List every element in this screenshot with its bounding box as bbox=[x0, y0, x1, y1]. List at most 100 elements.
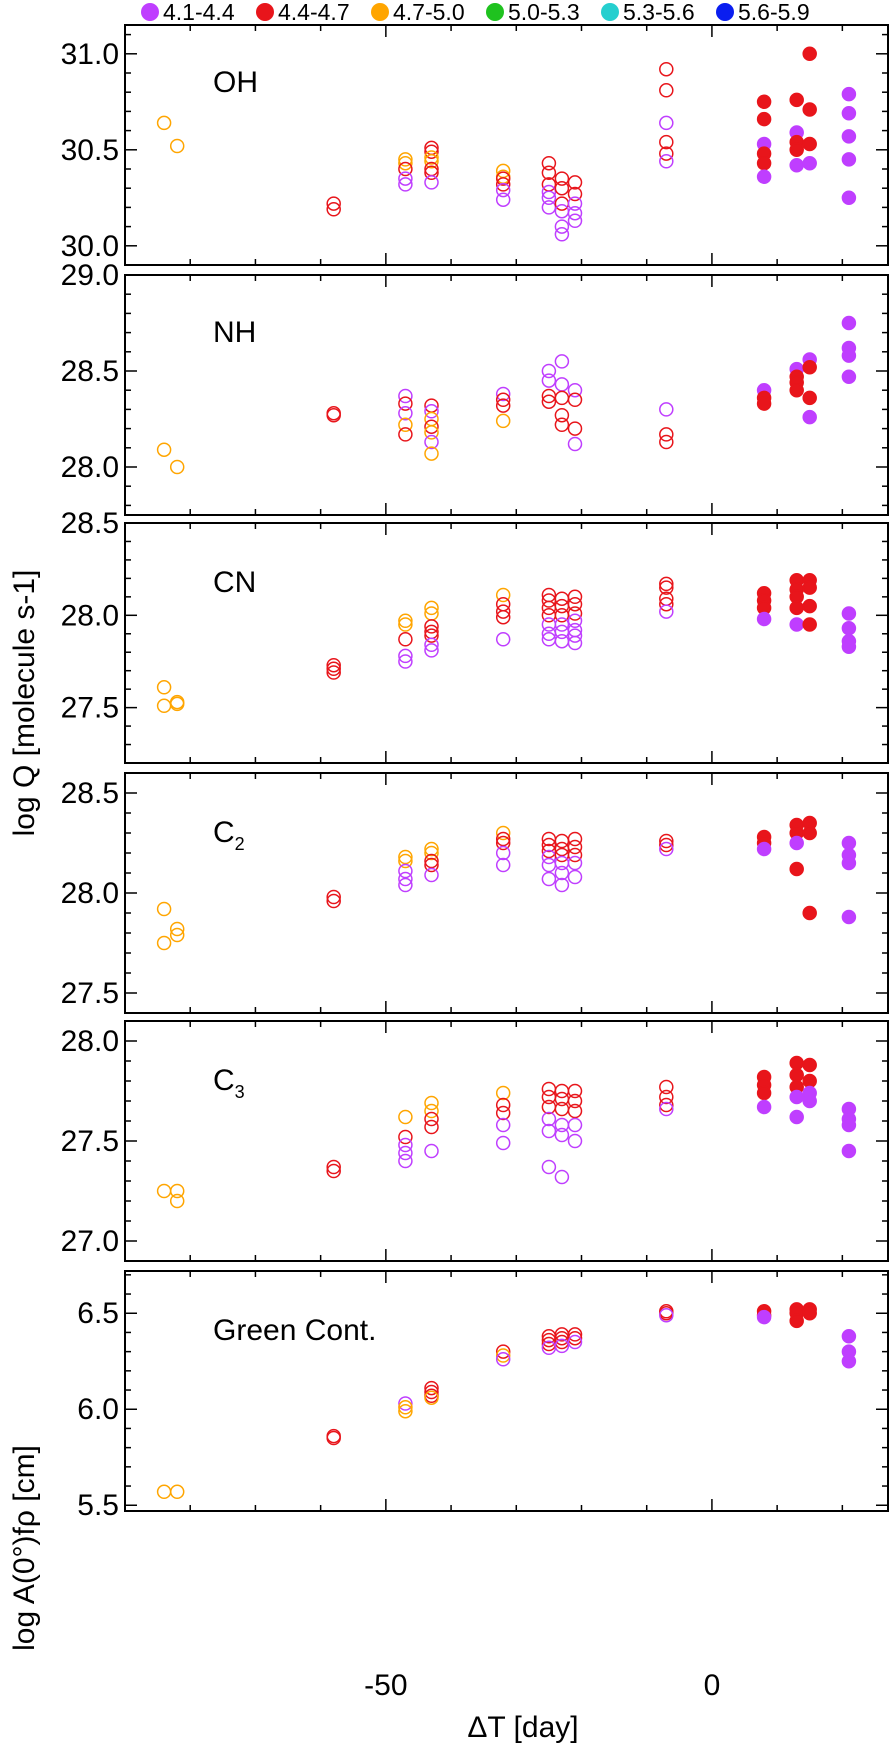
y-tick-label: 28.0 bbox=[61, 1025, 119, 1058]
panel-frame bbox=[124, 522, 889, 764]
data-point bbox=[541, 1099, 557, 1115]
data-point bbox=[567, 382, 583, 398]
data-point bbox=[659, 833, 674, 849]
data-point bbox=[424, 446, 439, 461]
x-axis-label: ΔT [day] bbox=[467, 1711, 578, 1744]
data-point bbox=[541, 871, 557, 887]
data-point bbox=[802, 905, 817, 921]
legend-label-5: 5.6-5.9 bbox=[738, 0, 810, 25]
data-point bbox=[169, 459, 185, 475]
data-point bbox=[541, 190, 557, 206]
data-point bbox=[541, 165, 557, 181]
data-point bbox=[156, 442, 172, 457]
data-point bbox=[789, 157, 804, 173]
data-point bbox=[789, 600, 804, 616]
data-point bbox=[554, 617, 570, 632]
data-point bbox=[398, 648, 413, 664]
data-point bbox=[326, 1159, 341, 1175]
panel-frame bbox=[124, 772, 889, 1014]
data-point bbox=[424, 1103, 439, 1119]
legend-label-3: 5.0-5.3 bbox=[508, 0, 580, 25]
data-point bbox=[789, 861, 804, 877]
y-tick-label: 28.5 bbox=[61, 507, 119, 540]
panel-5: 5.5 6.0 6.5 Green Cont. bbox=[77, 1270, 889, 1522]
data-point bbox=[326, 657, 341, 673]
data-point bbox=[567, 1330, 583, 1346]
data-point bbox=[802, 598, 817, 614]
data-point bbox=[554, 1127, 570, 1143]
data-point bbox=[756, 1309, 772, 1325]
data-point bbox=[789, 1109, 804, 1125]
data-point bbox=[398, 177, 413, 192]
data-point bbox=[789, 1089, 804, 1105]
data-point bbox=[398, 613, 413, 629]
data-point bbox=[424, 643, 439, 658]
data-point bbox=[756, 169, 772, 184]
data-point bbox=[169, 138, 185, 154]
data-point bbox=[841, 1329, 857, 1344]
data-point bbox=[789, 1313, 804, 1329]
data-point bbox=[424, 425, 439, 440]
data-point bbox=[398, 405, 413, 421]
data-point bbox=[326, 407, 341, 423]
data-point bbox=[841, 606, 857, 621]
data-point bbox=[495, 831, 511, 847]
data-point bbox=[567, 421, 583, 436]
data-point bbox=[554, 219, 570, 234]
data-point bbox=[495, 1352, 511, 1367]
x-tick-label: 0 bbox=[704, 1669, 721, 1702]
data-point bbox=[495, 857, 511, 873]
data-point bbox=[802, 617, 817, 632]
data-point bbox=[659, 841, 674, 857]
data-point bbox=[841, 152, 857, 167]
data-point bbox=[659, 402, 674, 417]
data-point bbox=[424, 1380, 439, 1396]
data-point bbox=[567, 606, 583, 621]
data-point bbox=[789, 1067, 804, 1083]
data-point bbox=[398, 1403, 413, 1419]
data-point bbox=[398, 849, 413, 865]
data-point bbox=[802, 1057, 817, 1073]
data-point bbox=[554, 180, 570, 196]
data-point bbox=[659, 61, 674, 77]
panel-label: NH bbox=[213, 316, 256, 349]
data-point bbox=[398, 632, 413, 647]
data-point bbox=[424, 845, 439, 861]
data-point bbox=[659, 434, 674, 450]
data-point bbox=[495, 1105, 511, 1121]
data-point bbox=[169, 1484, 185, 1500]
data-point bbox=[659, 146, 674, 161]
y-tick-label: 28.0 bbox=[61, 877, 119, 910]
data-point bbox=[659, 115, 674, 131]
data-point bbox=[554, 407, 570, 423]
panel-3: 27.5 28.0 28.5 C2 bbox=[61, 772, 889, 1014]
y-tick-label: 27.5 bbox=[61, 1125, 119, 1158]
data-point bbox=[156, 680, 172, 695]
data-point bbox=[567, 1133, 583, 1149]
panel-label: C2 bbox=[213, 816, 245, 854]
data-point bbox=[841, 106, 857, 121]
data-point bbox=[567, 635, 583, 651]
data-point bbox=[495, 1135, 511, 1151]
data-point bbox=[841, 639, 857, 654]
data-point bbox=[567, 1334, 583, 1350]
data-point bbox=[567, 175, 583, 190]
data-point bbox=[541, 1081, 557, 1097]
legend-marker-3 bbox=[486, 3, 504, 21]
data-point bbox=[424, 419, 439, 434]
data-point bbox=[495, 413, 511, 429]
data-point bbox=[326, 893, 341, 909]
data-point bbox=[567, 392, 583, 408]
data-point bbox=[554, 1169, 570, 1185]
y-tick-label: 27.0 bbox=[61, 1225, 119, 1258]
data-point bbox=[495, 596, 511, 612]
y-tick-label: 6.5 bbox=[77, 1297, 119, 1330]
data-point bbox=[841, 909, 857, 925]
data-point bbox=[495, 171, 511, 186]
data-point bbox=[398, 871, 413, 887]
data-point bbox=[398, 152, 413, 167]
panel-4: 27.0 27.5 28.0 C3 bbox=[61, 1020, 889, 1262]
data-point bbox=[554, 865, 570, 881]
y-tick-label: 29.0 bbox=[61, 259, 119, 292]
data-point bbox=[156, 1484, 172, 1500]
